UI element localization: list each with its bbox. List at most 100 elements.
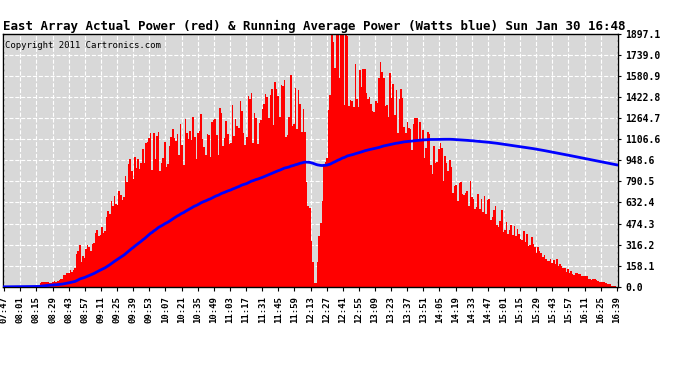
Bar bbox=[167, 164, 169, 287]
Bar bbox=[120, 195, 121, 287]
Bar bbox=[235, 119, 237, 287]
Bar bbox=[41, 282, 43, 287]
Bar bbox=[238, 128, 239, 287]
Text: Copyright 2011 Cartronics.com: Copyright 2011 Cartronics.com bbox=[5, 41, 161, 50]
Bar bbox=[539, 251, 540, 287]
Bar bbox=[534, 247, 535, 287]
Bar bbox=[244, 145, 246, 287]
Bar bbox=[317, 262, 318, 287]
Bar bbox=[282, 86, 284, 287]
Bar bbox=[512, 235, 513, 287]
Bar bbox=[416, 118, 417, 287]
Bar bbox=[115, 204, 117, 287]
Bar bbox=[134, 157, 136, 287]
Bar bbox=[183, 165, 184, 287]
Bar bbox=[63, 275, 65, 287]
Bar bbox=[509, 230, 511, 287]
Bar bbox=[333, 42, 334, 287]
Bar bbox=[46, 282, 48, 287]
Bar bbox=[463, 195, 465, 287]
Bar bbox=[386, 105, 388, 287]
Bar bbox=[357, 107, 359, 287]
Bar bbox=[476, 207, 477, 287]
Bar bbox=[108, 211, 109, 287]
Bar bbox=[132, 179, 134, 287]
Bar bbox=[580, 274, 582, 287]
Bar bbox=[161, 163, 162, 287]
Bar bbox=[573, 275, 575, 287]
Bar bbox=[405, 133, 406, 287]
Bar bbox=[264, 104, 265, 287]
Bar bbox=[444, 156, 446, 287]
Bar bbox=[589, 279, 591, 287]
Bar bbox=[545, 259, 546, 287]
Bar bbox=[114, 196, 115, 287]
Bar bbox=[394, 115, 395, 287]
Bar bbox=[142, 149, 144, 287]
Bar bbox=[569, 273, 571, 287]
Bar bbox=[199, 130, 200, 287]
Bar bbox=[427, 132, 428, 287]
Bar bbox=[150, 133, 152, 287]
Bar bbox=[441, 148, 443, 287]
Bar bbox=[353, 107, 355, 287]
Bar bbox=[449, 160, 451, 287]
Bar bbox=[584, 276, 586, 287]
Bar bbox=[533, 244, 534, 287]
Bar bbox=[372, 111, 373, 287]
Bar bbox=[340, 34, 342, 287]
Bar bbox=[76, 254, 77, 287]
Bar bbox=[608, 284, 610, 287]
Bar bbox=[366, 93, 367, 287]
Bar bbox=[228, 144, 230, 287]
Bar bbox=[457, 201, 459, 287]
Bar bbox=[44, 282, 46, 287]
Bar bbox=[564, 268, 566, 287]
Bar bbox=[139, 169, 141, 287]
Bar bbox=[383, 78, 384, 287]
Bar bbox=[561, 266, 562, 287]
Bar bbox=[594, 279, 595, 287]
Bar bbox=[166, 167, 167, 287]
Bar bbox=[348, 106, 350, 287]
Bar bbox=[33, 286, 35, 287]
Bar bbox=[501, 210, 502, 287]
Bar bbox=[388, 117, 389, 287]
Bar bbox=[293, 124, 295, 287]
Bar bbox=[504, 230, 506, 287]
Bar bbox=[181, 145, 183, 287]
Bar bbox=[103, 232, 104, 287]
Bar bbox=[359, 70, 361, 287]
Bar bbox=[128, 164, 130, 287]
Bar bbox=[246, 137, 248, 287]
Bar bbox=[121, 200, 123, 287]
Bar bbox=[455, 185, 457, 287]
Bar bbox=[219, 108, 221, 287]
Bar bbox=[241, 111, 243, 287]
Bar bbox=[268, 118, 270, 287]
Bar bbox=[137, 159, 139, 287]
Bar bbox=[75, 268, 76, 287]
Bar bbox=[517, 229, 518, 287]
Bar bbox=[48, 282, 49, 287]
Bar bbox=[314, 283, 315, 287]
Bar bbox=[371, 104, 372, 287]
Bar bbox=[448, 171, 449, 287]
Bar bbox=[435, 163, 437, 287]
Bar bbox=[546, 261, 549, 287]
Bar bbox=[477, 194, 479, 287]
Bar bbox=[602, 282, 603, 287]
Bar bbox=[82, 256, 83, 287]
Bar bbox=[97, 230, 98, 287]
Bar bbox=[469, 181, 471, 287]
Bar bbox=[380, 62, 382, 287]
Bar bbox=[336, 34, 337, 287]
Bar bbox=[555, 264, 556, 287]
Bar bbox=[224, 138, 226, 287]
Bar bbox=[610, 285, 611, 287]
Bar bbox=[454, 186, 455, 287]
Bar bbox=[95, 233, 97, 287]
Bar bbox=[270, 95, 271, 287]
Bar bbox=[37, 286, 38, 287]
Bar bbox=[194, 137, 195, 287]
